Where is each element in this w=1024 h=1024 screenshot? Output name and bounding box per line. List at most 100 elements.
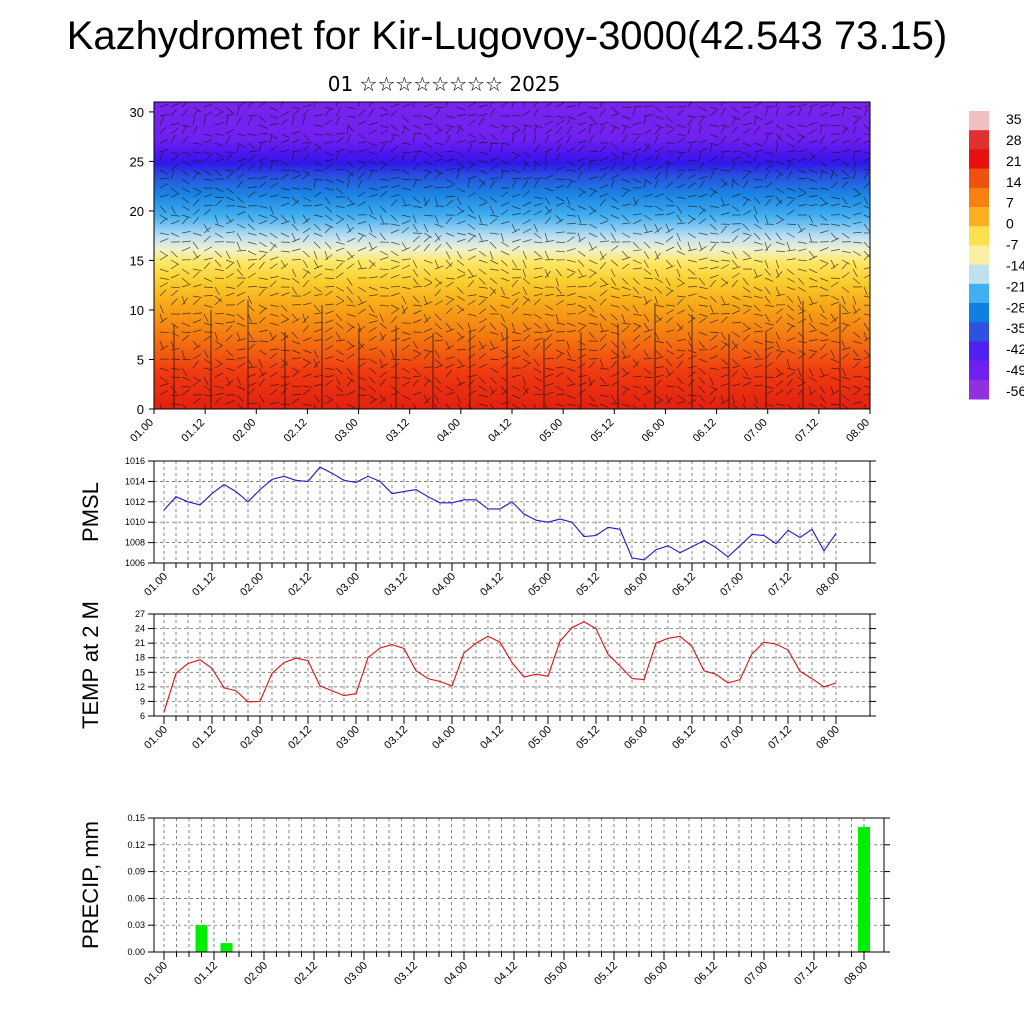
wind-barb xyxy=(555,268,562,277)
wind-barb xyxy=(654,295,659,305)
wind-barb xyxy=(423,316,431,324)
wind-barb xyxy=(225,169,235,173)
wind-barb xyxy=(764,232,771,241)
wind-barb xyxy=(687,248,697,252)
wind-barb xyxy=(665,316,674,324)
wind-barb xyxy=(511,291,521,297)
wind-barb xyxy=(313,358,318,368)
wind-barb xyxy=(566,349,571,359)
wind-barb xyxy=(863,133,870,135)
wind-barb xyxy=(214,358,223,365)
wind-barb xyxy=(456,403,463,409)
wind-barb xyxy=(335,358,345,363)
wind-barb xyxy=(808,140,818,144)
wind-barb xyxy=(533,403,537,409)
wind-barb xyxy=(555,371,564,378)
wind-barb xyxy=(159,390,168,396)
wind-barb xyxy=(489,259,499,265)
wind-barb xyxy=(753,313,763,317)
wind-barb xyxy=(170,108,177,117)
wind-barb xyxy=(566,367,576,372)
wind-barb xyxy=(346,214,355,221)
wind-barb xyxy=(863,223,870,232)
wind-barb xyxy=(181,358,192,361)
wind-barb xyxy=(324,163,332,171)
wind-barb xyxy=(456,349,467,351)
wind-barb xyxy=(192,319,202,324)
y-tick-label: 9 xyxy=(140,696,145,706)
wind-barb xyxy=(236,331,241,341)
wind-barb xyxy=(621,304,630,312)
wind-barb xyxy=(753,178,763,181)
wind-barb xyxy=(676,295,686,298)
wind-barb xyxy=(808,338,818,342)
wind-barb xyxy=(621,151,631,156)
wind-barb xyxy=(533,313,542,320)
wind-barb xyxy=(698,148,708,153)
wind-barb xyxy=(170,286,181,289)
wind-barb xyxy=(423,142,433,148)
wind-barb xyxy=(522,334,530,342)
wind-barb xyxy=(170,128,179,135)
wind-barb xyxy=(720,295,726,305)
wind-barb xyxy=(742,122,752,126)
wind-barb xyxy=(698,175,708,180)
wind-barb xyxy=(478,104,488,108)
wind-barb xyxy=(302,302,312,306)
wind-barb xyxy=(390,229,400,234)
wind-barb xyxy=(841,367,847,377)
wind-barb xyxy=(786,286,796,291)
wind-barb xyxy=(709,223,717,231)
wind-barb xyxy=(456,232,466,236)
wind-barb xyxy=(203,103,213,108)
heatmap-y-tick-label: 15 xyxy=(130,253,144,268)
wind-barb xyxy=(599,250,605,260)
wind-barb xyxy=(588,349,599,352)
wind-barb xyxy=(566,147,576,153)
wind-barb xyxy=(335,331,341,340)
x-tick-label: 08.00 xyxy=(814,571,842,599)
wind-barb xyxy=(588,106,598,109)
wind-barb xyxy=(676,196,686,200)
wind-barb xyxy=(830,295,840,301)
wind-barb xyxy=(456,220,466,225)
wind-barb xyxy=(412,223,418,232)
wind-barb xyxy=(775,286,781,296)
x-tick-label: 03.12 xyxy=(382,571,410,599)
wind-barb xyxy=(566,178,576,183)
wind-barb xyxy=(368,232,377,239)
wind-barb xyxy=(566,236,575,243)
wind-barb xyxy=(665,304,675,307)
wind-barb xyxy=(511,322,516,332)
heatmap-y-tick-label: 5 xyxy=(137,352,144,367)
wind-barb xyxy=(225,172,233,180)
wind-barb xyxy=(269,348,279,351)
wind-barb xyxy=(335,116,340,126)
wind-barb xyxy=(258,157,268,162)
wind-barb xyxy=(412,124,422,130)
wind-barb xyxy=(676,268,681,278)
wind-barb xyxy=(258,115,266,123)
wind-barb xyxy=(280,160,289,167)
wind-barb xyxy=(258,241,267,247)
wind-barb xyxy=(412,403,417,409)
wind-barb xyxy=(159,214,168,220)
wind-barb xyxy=(434,288,442,297)
wind-barb xyxy=(830,170,835,180)
wind-barb xyxy=(709,345,718,351)
wind-barb xyxy=(192,232,202,236)
y-tick-label: 27 xyxy=(135,609,145,619)
wind-barb xyxy=(445,102,449,108)
wind-barb xyxy=(203,223,209,232)
wind-barb xyxy=(643,114,653,117)
wind-barb xyxy=(665,385,675,388)
wind-barb xyxy=(753,286,763,292)
wind-barb xyxy=(676,353,685,360)
y-axis-label: PRECIP, mm xyxy=(78,821,103,949)
wind-barb xyxy=(643,277,654,280)
colorbar-swatch xyxy=(969,149,989,170)
wind-barb xyxy=(764,241,769,251)
wind-barb xyxy=(203,178,213,181)
wind-barb xyxy=(489,196,498,203)
